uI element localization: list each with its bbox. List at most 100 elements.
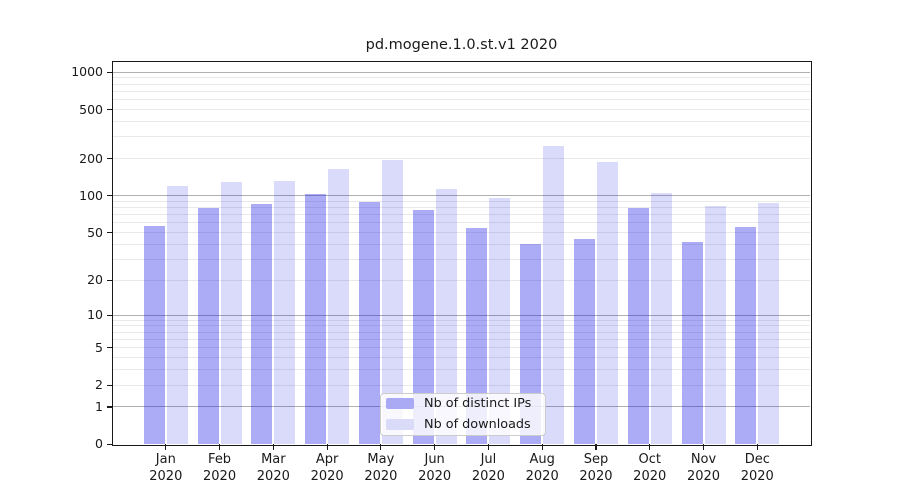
legend-item-distinct-ips: Nb of distinct IPs <box>386 396 545 411</box>
y-tick-label-5: 5 <box>95 339 103 355</box>
gridline-major-1000 <box>113 71 811 73</box>
x-tick-jun <box>434 444 436 451</box>
x-tick-dec <box>756 444 758 451</box>
bar-downloads-oct <box>650 192 672 445</box>
bar-downloads-jun <box>435 189 457 445</box>
gridline-minor-4 <box>113 357 811 359</box>
y-tick-20 <box>106 279 113 281</box>
bar-downloads-jul <box>489 198 511 445</box>
x-tick-oct <box>649 444 651 451</box>
bar-distinct-ips-oct <box>627 208 649 445</box>
gridline-minor-800 <box>113 83 811 85</box>
x-tick-jul <box>487 444 489 451</box>
gridline-minor-8 <box>113 325 811 327</box>
y-tick-label-20: 20 <box>87 272 103 288</box>
gridline-minor-20 <box>113 279 811 281</box>
gridline-minor-40 <box>113 243 811 245</box>
bar-distinct-ips-jan <box>143 225 165 445</box>
x-tick-label-sep: Sep 2020 <box>561 452 631 485</box>
gridline-minor-400 <box>113 121 811 122</box>
x-tick-sep <box>595 444 597 451</box>
x-tick-year: 2020 <box>525 468 559 484</box>
gridline-minor-600 <box>113 99 811 101</box>
bar-downloads-jan <box>166 186 188 445</box>
x-tick-label-apr: Apr 2020 <box>292 452 362 485</box>
y-tick-500 <box>106 108 113 111</box>
gridline-minor-300 <box>113 136 811 138</box>
y-tick-1000 <box>106 71 113 73</box>
bar-downloads-may <box>381 160 403 445</box>
y-tick-5 <box>106 347 113 349</box>
gridline-minor-90 <box>113 200 811 202</box>
x-tick-year: 2020 <box>686 468 721 484</box>
gridline-minor-5 <box>113 347 811 349</box>
gridline-minor-60 <box>113 222 811 224</box>
chart-title: pd.mogene.1.0.st.v1 2020 <box>365 37 558 53</box>
y-tick-label-500: 500 <box>79 101 103 117</box>
x-tick-year: 2020 <box>203 468 237 484</box>
bar-downloads-aug <box>543 146 565 445</box>
x-tick-year: 2020 <box>149 468 183 484</box>
y-tick-label-1000: 1000 <box>71 64 103 80</box>
x-tick-jan <box>165 444 167 451</box>
legend-swatch-distinct-ips <box>386 398 414 409</box>
x-tick-month: Dec <box>744 452 770 467</box>
x-tick-year: 2020 <box>418 468 452 484</box>
x-tick-feb <box>218 444 221 451</box>
bar-distinct-ips-may <box>358 201 380 445</box>
gridline-minor-70 <box>113 214 811 216</box>
x-tick-label-jun: Jun 2020 <box>400 452 470 485</box>
y-tick-label-200: 200 <box>79 150 103 166</box>
legend-label-distinct-ips: Nb of distinct IPs <box>424 396 532 411</box>
x-tick-year: 2020 <box>256 468 290 484</box>
x-tick-apr <box>326 444 328 451</box>
bar-distinct-ips-nov <box>681 241 703 445</box>
gridline-major-10 <box>113 314 811 316</box>
bar-distinct-ips-dec <box>735 226 757 445</box>
gridline-minor-7 <box>113 331 811 333</box>
y-tick-label-1: 1 <box>95 398 103 414</box>
y-tick-2 <box>106 384 113 386</box>
x-tick-year: 2020 <box>740 468 774 484</box>
x-tick-label-feb: Feb 2020 <box>185 452 255 485</box>
legend-label-downloads: Nb of downloads <box>424 417 531 432</box>
gridline-minor-30 <box>113 258 811 260</box>
legend-swatch-downloads <box>386 419 414 430</box>
y-tick-label-50: 50 <box>87 224 103 240</box>
x-tick-label-oct: Oct 2020 <box>615 452 685 485</box>
gridline-minor-6 <box>113 339 811 340</box>
y-tick-50 <box>106 231 113 234</box>
y-tick-0 <box>106 443 113 445</box>
bar-downloads-dec <box>758 203 780 445</box>
x-tick-label-jan: Jan 2020 <box>131 452 201 485</box>
x-tick-month: Aug <box>529 452 555 467</box>
x-tick-label-aug: Aug 2020 <box>507 452 577 485</box>
x-tick-month: Nov <box>690 452 717 467</box>
bar-distinct-ips-mar <box>251 203 273 445</box>
y-tick-10 <box>106 314 113 316</box>
x-tick-month: May <box>367 452 395 467</box>
x-tick-month: Sep <box>583 452 609 467</box>
x-tick-aug <box>541 444 543 451</box>
gridline-minor-2 <box>113 384 811 386</box>
legend-item-downloads: Nb of downloads <box>386 417 545 432</box>
bar-distinct-ips-jun <box>412 210 434 445</box>
bar-downloads-mar <box>274 180 296 445</box>
x-tick-label-nov: Nov 2020 <box>669 452 739 485</box>
x-tick-label-jul: Jul 2020 <box>453 452 523 485</box>
x-tick-month: Jan <box>155 452 176 467</box>
gridline-minor-900 <box>113 77 811 79</box>
gridline-major-100 <box>113 195 811 197</box>
bar-downloads-nov <box>704 206 726 445</box>
bar-distinct-ips-sep <box>573 239 595 445</box>
x-tick-mar <box>272 444 274 451</box>
x-tick-year: 2020 <box>633 468 667 484</box>
x-tick-year: 2020 <box>471 468 505 484</box>
x-tick-month: Feb <box>208 452 232 467</box>
y-tick-200 <box>106 158 113 160</box>
x-tick-month: Jun <box>424 452 445 467</box>
y-tick-label-100: 100 <box>79 187 103 203</box>
y-tick-label-0: 0 <box>95 436 103 452</box>
x-tick-label-mar: Mar 2020 <box>238 452 308 485</box>
